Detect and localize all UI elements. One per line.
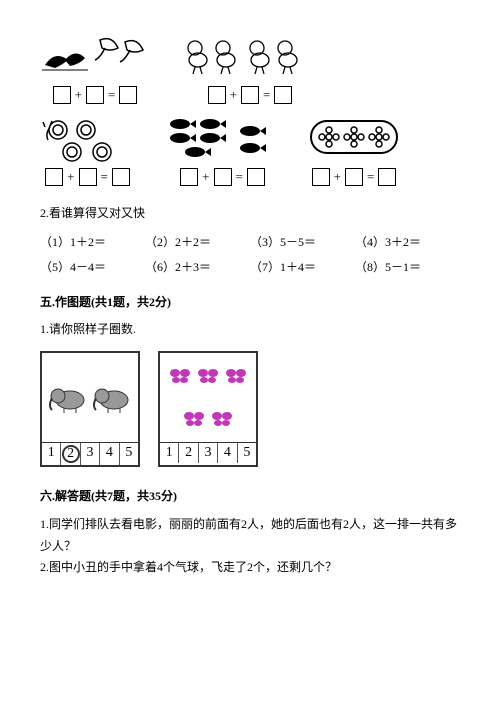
num-cell[interactable]: 3 — [199, 443, 218, 463]
flower-icon — [343, 126, 365, 148]
group-chicks: + = — [180, 30, 320, 104]
input-box[interactable] — [53, 86, 71, 104]
flower-capsule — [310, 120, 398, 154]
input-box[interactable] — [345, 168, 363, 186]
group-flowers: + = — [310, 112, 398, 186]
calc-item: （8）5－1＝ — [355, 258, 460, 275]
num-cell[interactable]: 4 — [100, 443, 119, 465]
section-6-title: 六.解答题(共7题，共35分) — [40, 487, 460, 504]
input-box[interactable] — [112, 168, 130, 186]
plus-sign: + — [202, 169, 209, 185]
num-cell-circled[interactable]: 2 — [61, 443, 80, 465]
input-box[interactable] — [86, 86, 104, 104]
equation-chicks: + = — [208, 86, 293, 104]
num-cell[interactable]: 2 — [179, 443, 198, 463]
num-cell[interactable]: 1 — [160, 443, 179, 463]
butterfly-icon — [196, 366, 220, 386]
input-box[interactable] — [180, 168, 198, 186]
calc-title: 2.看谁算得又对又快 — [40, 204, 460, 221]
pic-row-1: + = + = — [40, 30, 460, 104]
calc-item: （2）2＋2＝ — [145, 233, 250, 250]
card-numbers: 1 2 3 4 5 — [42, 443, 138, 465]
card-row: 1 2 3 4 5 1 2 3 4 5 — [40, 351, 460, 467]
input-box[interactable] — [247, 168, 265, 186]
butterfly-icon — [182, 409, 206, 429]
calc-item: （1）1＋2＝ — [40, 233, 145, 250]
input-box[interactable] — [214, 168, 232, 186]
card-elephants: 1 2 3 4 5 — [40, 351, 140, 467]
calc-section: 2.看谁算得又对又快 （1）1＋2＝ （2）2＋2＝ （3）5－5＝ （4）3＋… — [40, 204, 460, 275]
pic-row-2: + = — [40, 112, 460, 186]
input-box[interactable] — [312, 168, 330, 186]
calc-item: （5）4－4＝ — [40, 258, 145, 275]
snails-icon — [40, 112, 135, 162]
input-box[interactable] — [208, 86, 226, 104]
chicks-icon — [180, 30, 320, 80]
equals-sign: = — [101, 169, 108, 185]
plus-sign: + — [67, 169, 74, 185]
section-6-q2: 2.图中小丑的手中拿着4个气球，飞走了2个，还剩几个？ — [40, 557, 460, 579]
input-box[interactable] — [45, 168, 63, 186]
calc-item: （6）2＋3＝ — [145, 258, 250, 275]
section-5-q1: 1.请你照样子圈数. — [40, 320, 460, 337]
section-5-title: 五.作图题(共1题，共2分) — [40, 293, 460, 310]
num-cell[interactable]: 1 — [42, 443, 61, 465]
num-cell[interactable]: 3 — [81, 443, 100, 465]
equation-flowers: + = — [312, 168, 397, 186]
elephant-icon — [92, 382, 132, 414]
section-6: 六.解答题(共7题，共35分) 1.同学们排队去看电影，丽丽的前面有2人，她的后… — [40, 487, 460, 579]
num-cell[interactable]: 5 — [238, 443, 256, 463]
input-box[interactable] — [79, 168, 97, 186]
input-box[interactable] — [274, 86, 292, 104]
equation-snails: + = — [45, 168, 130, 186]
equals-sign: = — [108, 87, 115, 103]
picture-equations: + = + = — [40, 30, 460, 186]
section-6-q1: 1.同学们排队去看电影，丽丽的前面有2人，她的后面也有2人，这一排一共有多少人？ — [40, 514, 460, 557]
butterfly-icon — [168, 366, 192, 386]
calc-item: （3）5－5＝ — [250, 233, 355, 250]
equation-fish: + = — [180, 168, 265, 186]
equals-sign: = — [236, 169, 243, 185]
card-butterflies: 1 2 3 4 5 — [158, 351, 258, 467]
butterfly-icon — [210, 409, 234, 429]
plus-sign: + — [230, 87, 237, 103]
butterfly-icon — [224, 366, 248, 386]
section-5: 五.作图题(共1题，共2分) 1.请你照样子圈数. 1 2 3 4 5 — [40, 293, 460, 467]
num-cell[interactable]: 4 — [218, 443, 237, 463]
plus-sign: + — [75, 87, 82, 103]
elephant-icon — [48, 382, 88, 414]
equals-sign: = — [263, 87, 270, 103]
equation-birds: + = — [53, 86, 138, 104]
input-box[interactable] — [241, 86, 259, 104]
flower-icon — [368, 126, 390, 148]
plus-sign: + — [334, 169, 341, 185]
group-snails: + = — [40, 112, 135, 186]
flower-icon — [318, 126, 340, 148]
card-numbers: 1 2 3 4 5 — [160, 443, 256, 463]
calc-item: （4）3＋2＝ — [355, 233, 460, 250]
calc-row-2: （5）4－4＝ （6）2＋3＝ （7）1＋4＝ （8）5－1＝ — [40, 258, 460, 275]
group-fish: + = — [165, 112, 280, 186]
birds-icon — [40, 30, 150, 80]
calc-item: （7）1＋4＝ — [250, 258, 355, 275]
input-box[interactable] — [119, 86, 137, 104]
input-box[interactable] — [378, 168, 396, 186]
group-birds: + = — [40, 30, 150, 104]
fish-icon — [165, 112, 280, 162]
num-cell[interactable]: 5 — [120, 443, 138, 465]
calc-row-1: （1）1＋2＝ （2）2＋2＝ （3）5－5＝ （4）3＋2＝ — [40, 233, 460, 250]
equals-sign: = — [367, 169, 374, 185]
